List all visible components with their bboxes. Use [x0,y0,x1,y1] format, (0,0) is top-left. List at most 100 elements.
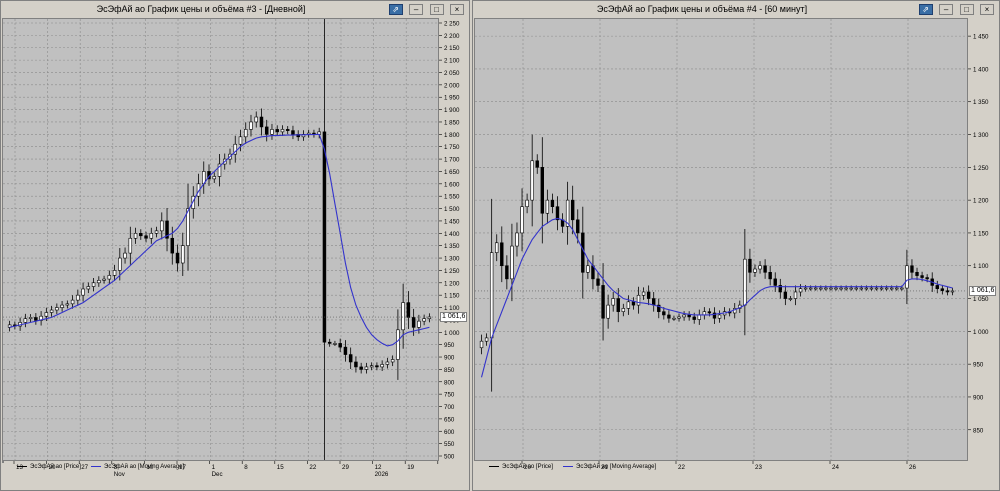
legend-ma-label: ЭсЭфАй ао [Moving Average] [576,464,657,470]
pin-icon[interactable]: ⇗ [388,4,403,15]
candle-body [905,265,909,289]
maximize-icon[interactable]: □ [959,4,974,15]
close-icon[interactable]: × [450,4,464,15]
candle-body [154,230,159,234]
candle-body [596,278,600,286]
candle-body [814,287,818,290]
y-tick-label: 1 050 [973,296,989,303]
minimize-icon[interactable]: – [939,4,954,15]
candle-body [212,176,216,180]
chart-window-daily[interactable]: ЭсЭфАй ао График цены и объёма #3 - [Дне… [0,0,470,491]
candle-body [758,265,762,270]
candle-body [576,219,580,234]
candle-body [601,285,605,319]
candle-body [390,359,395,363]
candle-body [186,208,190,246]
candle-body [900,287,904,290]
candle-body [869,287,874,290]
candle-body [641,291,646,296]
candle-body [616,298,620,312]
chart-window-hourly[interactable]: ЭсЭфАй ао График цены и объёма #4 - [60 … [472,0,1000,491]
candle-body [60,304,64,308]
y-tick-label: 700 [444,404,455,411]
y-tick-label: 650 [444,416,455,423]
candle-body [682,314,686,318]
candle-body [646,291,651,299]
chart-legend: ЭсЭфАй ао [Price] ЭсЭфАй ао [Moving Aver… [15,463,439,475]
y-tick-label: 1 150 [973,230,989,237]
price-plot-area[interactable] [474,18,968,461]
candle-body [249,121,253,130]
candle-body [385,361,390,365]
candle-body [217,163,222,177]
y-tick-label: 900 [973,394,984,401]
candle-body [165,220,169,239]
price-plot-area[interactable] [2,3,440,471]
candle-body [149,233,154,239]
candle-body [854,287,858,290]
last-price-label: 1 061,6 [969,285,997,296]
candle-body [128,237,133,254]
candle-body [23,318,28,323]
moving-average-line [480,217,953,378]
candle-body [243,129,248,138]
candle-body [270,129,274,135]
candle-body [489,252,494,339]
candle-body [233,143,237,155]
candle-body [401,302,405,331]
y-tick-label: 1 250 [444,268,460,275]
y-tick-label: 2 150 [444,45,460,52]
moving-average-line [9,133,430,347]
candle-body [170,237,175,254]
pin-icon[interactable]: ⇗ [918,4,933,15]
candle-body [631,301,636,306]
candle-body [692,316,696,320]
candle-body [338,343,342,348]
candle-body [406,302,411,318]
candle-body [102,278,106,281]
candle-body [935,285,939,290]
window-titlebar[interactable]: ЭсЭфАй ао График цены и объёма #3 - [Дне… [2,2,468,18]
candle-body [55,307,59,311]
minimize-icon[interactable]: – [409,4,424,15]
y-tick-label: 1 600 [444,181,460,188]
y-tick-label: 850 [973,427,984,434]
candle-body [657,304,661,312]
candle-body [652,298,656,306]
candle-body [396,329,400,360]
chart-legend: ЭсЭфАй ао [Price] ЭсЭфАй ао [Moving Aver… [487,463,957,475]
candle-body [793,291,798,299]
x-tick-label: 29 [342,464,349,471]
candle-body [70,299,75,305]
candle-body [254,116,258,123]
window-titlebar[interactable]: ЭсЭфАй ао График цены и объёма #4 - [60 … [474,2,998,18]
candle-body [275,129,279,133]
close-icon[interactable]: × [980,4,994,15]
candle-body [550,199,555,207]
candle-body [160,220,164,232]
x-tick-label: 21 [601,464,608,471]
price-chart-svg [475,19,967,460]
candle-body [849,287,853,290]
candle-body [354,361,358,368]
candle-body [636,294,641,306]
candle-body [874,287,879,290]
x-month-label: Nov [114,471,126,477]
candle-body [540,167,544,214]
x-tick-label: 13 [16,464,23,471]
y-tick-label: 1 700 [444,157,460,164]
candle-body [884,287,889,290]
legend-price: ЭсЭфАй ао [Price] [17,464,81,470]
candle-body [798,288,803,293]
candle-body [555,206,560,221]
y-tick-label: 1 650 [444,169,460,176]
x-tick-label: 1 [212,464,216,471]
y-tick-label: 1 250 [973,165,989,172]
maximize-icon[interactable]: □ [429,4,444,15]
candle-body [834,287,838,290]
candle-body [895,287,899,290]
y-tick-label: 1 150 [444,293,460,300]
candle-body [191,195,196,209]
candle-body [712,312,717,319]
candle-body [606,304,610,319]
